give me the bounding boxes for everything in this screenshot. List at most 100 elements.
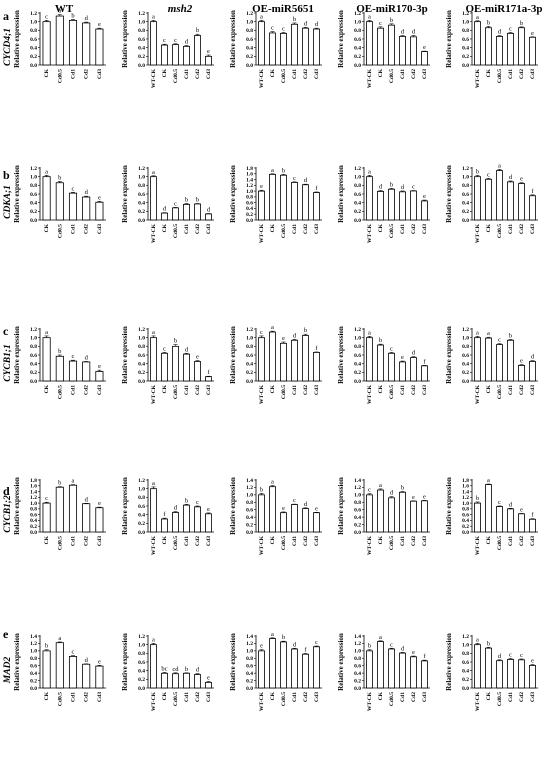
bar-Cd3 (205, 513, 212, 533)
x-tick-label-Cd2: Cd2 (84, 224, 90, 234)
bar-Cd1 (507, 32, 514, 66)
y-tick-label: 0.8 (354, 28, 361, 34)
significance-letter: d (85, 15, 89, 22)
x-tick-label-CK: CK (378, 68, 384, 77)
x-tick-label-WT-CK: WT-CK (367, 223, 373, 243)
y-axis-label: Relative expression (337, 326, 345, 384)
bar-Cd0.5 (55, 182, 64, 221)
significance-letter: a (379, 634, 382, 641)
significance-letter: f (163, 511, 166, 518)
x-tick-label-Cd1: Cd1 (508, 385, 514, 395)
bar-Cd3 (421, 51, 428, 66)
y-axis-label: Relative expression (13, 10, 21, 68)
y-tick-label: 0.6 (354, 353, 361, 359)
bar-Cd0.5 (388, 352, 395, 382)
y-tick-label: 0.0 (30, 63, 37, 69)
x-tick-label-WT-CK: WT-CK (259, 384, 265, 404)
y-axis-label: Relative expression (121, 477, 129, 535)
bar-Cd0.5 (55, 486, 64, 533)
x-tick-label-Cd0.5: Cd0.5 (281, 692, 287, 706)
significance-letter: e (401, 354, 404, 361)
bar-Cd3 (313, 512, 320, 533)
x-tick-label-CK: CK (44, 691, 50, 700)
y-tick-label: 0.4 (462, 668, 469, 674)
significance-letter: a (152, 169, 155, 176)
y-tick-label: 1.2 (354, 11, 361, 17)
y-tick-label: 0.8 (462, 344, 469, 350)
x-tick-label-Cd1: Cd1 (184, 692, 190, 702)
y-tick-label: 0.4 (246, 515, 253, 521)
bar-Cd2 (194, 361, 201, 382)
bar-Cd1 (291, 504, 298, 533)
x-tick-label-Cd1: Cd1 (184, 536, 190, 546)
significance-letter: a (476, 14, 479, 21)
significance-letter: d (498, 29, 502, 36)
bar-Cd1 (507, 181, 514, 221)
y-tick-label: 0.0 (246, 379, 253, 385)
significance-letter: d (85, 496, 89, 503)
x-tick-label-WT-CK: WT-CK (151, 223, 157, 243)
x-tick-label-Cd2: Cd2 (303, 385, 309, 395)
bar-CK (485, 178, 492, 221)
significance-letter: c (45, 13, 48, 20)
bar-WT-CK (150, 337, 157, 382)
x-tick-label-Cd2: Cd2 (195, 536, 201, 546)
panel-a-4: Relative expression 0.0 0.2 0.4 0.6 0.8 1.0 1.2… (445, 10, 538, 88)
x-tick-label-CK: CK (486, 535, 492, 544)
panel-d-1: Relative expression 0.0 0.2 0.4 0.6 0.8 1.0 1.2… (121, 477, 214, 555)
x-tick-label-CK: CK (162, 691, 168, 700)
x-tick-label-Cd1: Cd1 (184, 224, 190, 234)
panel-e-0: Relative expression 0.0 0.20.40.6 0.81.0 1.2… (13, 633, 106, 706)
x-tick-label-Cd0.5: Cd0.5 (281, 536, 287, 550)
x-tick-label-Cd2: Cd2 (519, 224, 525, 234)
bar-Cd1 (183, 45, 190, 66)
bar-Cd0.5 (388, 24, 395, 66)
significance-letter: d (315, 21, 319, 28)
significance-letter: d (498, 653, 502, 660)
bar-WT-CK (366, 494, 373, 533)
significance-letter: d (412, 29, 416, 36)
y-tick-label: 1.0 (30, 19, 37, 25)
significance-letter: a (152, 480, 155, 487)
y-tick-label: 0.0 (30, 530, 37, 536)
bar-Cd3 (529, 518, 536, 533)
bar-Cd1 (399, 36, 406, 66)
y-tick-label: 0.4 (246, 206, 253, 212)
y-tick-label: 1.0 (462, 642, 469, 648)
y-tick-label: 0.6 (246, 200, 253, 206)
bar-Cd2 (82, 361, 91, 382)
bar-CK (269, 486, 276, 533)
significance-letter: e (196, 354, 199, 361)
y-tick-label: 0.4 (462, 200, 469, 206)
y-tick-label: 1.2 (30, 166, 37, 172)
y-tick-label: 0.4 (138, 200, 145, 206)
y-axis-label: Relative expression (121, 326, 129, 384)
significance-letter: b (509, 332, 512, 339)
y-tick-label: 1.0 (138, 642, 145, 648)
x-tick-label-Cd3: Cd3 (422, 536, 428, 546)
significance-letter: d (185, 346, 189, 353)
significance-letter: b (196, 197, 199, 204)
bar-Cd1 (399, 491, 406, 533)
bar-Cd2 (194, 35, 201, 66)
column-title-4: OE-miR171a-3p (466, 3, 543, 15)
significance-letter: e (207, 48, 210, 55)
gene-label-c: CYCB1;1 (3, 344, 13, 381)
y-tick-label: 0.0 (30, 686, 37, 692)
panel-a-3: Relative expression 0.0 0.2 0.4 0.6 0.8 1.0 1.2… (337, 10, 430, 88)
y-tick-label: 1.2 (462, 166, 469, 172)
bar-Cd2 (302, 653, 309, 689)
significance-letter: b (401, 485, 404, 492)
significance-letter: a (152, 13, 155, 20)
bar-Cd3 (205, 681, 212, 689)
y-tick-label: 1.2 (246, 641, 253, 647)
column-title-2: OE-miR5651 (252, 3, 314, 15)
x-tick-label-Cd3: Cd3 (422, 69, 428, 79)
panel-c-0: Relative expression 0.0 0.2 0.4 0.6 0.8 1.0 1.2… (13, 326, 106, 399)
bar-Cd0.5 (496, 506, 503, 533)
y-tick-label: 0.8 (246, 28, 253, 34)
bar-Cd3 (95, 665, 104, 689)
significance-letter: a (271, 631, 274, 638)
x-tick-label-Cd1: Cd1 (400, 536, 406, 546)
y-tick-label: 0.6 (462, 353, 469, 359)
